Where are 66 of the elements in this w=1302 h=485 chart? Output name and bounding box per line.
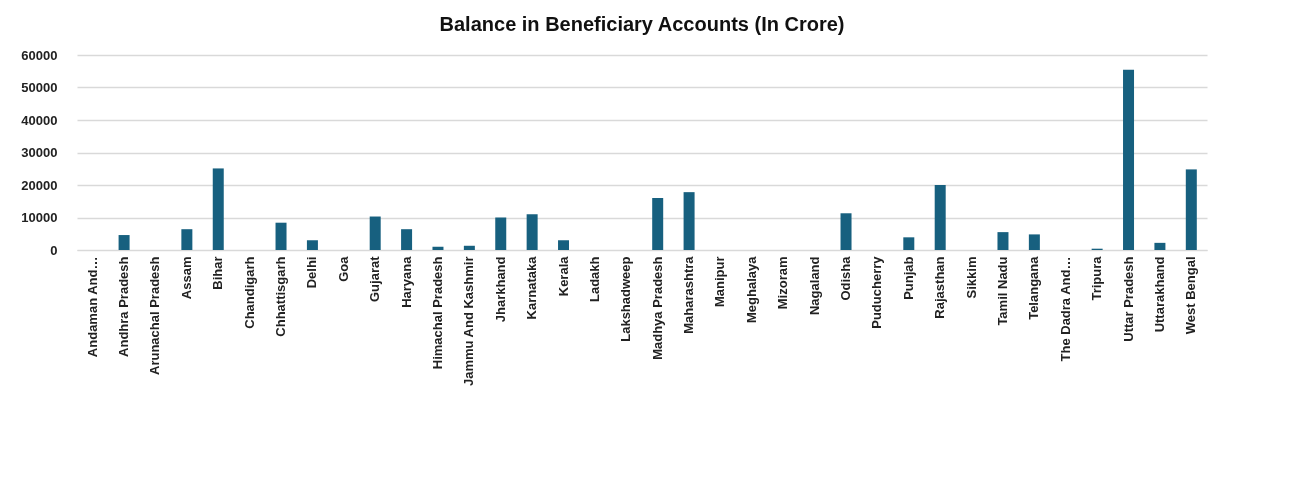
y-tick-label: 30000 [21, 145, 58, 160]
y-tick-label: 20000 [21, 177, 58, 193]
x-tick-label: Lakshadweep [618, 256, 634, 342]
x-tick-label: Assam [178, 256, 194, 300]
bar [1028, 234, 1040, 250]
x-tick-label: Rajasthan [932, 256, 948, 319]
x-tick-label: Goa [335, 255, 351, 282]
x-tick-label: Sikkim [963, 256, 979, 299]
bar [840, 213, 852, 250]
bar [903, 237, 915, 250]
y-tick-label: 50000 [21, 80, 58, 95]
bar [463, 245, 475, 250]
x-tick-label: Kerala [555, 255, 571, 297]
bar [275, 222, 287, 250]
x-tick-label: Manipur [712, 256, 728, 308]
bar [495, 217, 507, 250]
x-tick-label: Andhra Pradesh [116, 256, 132, 357]
y-tick-label: 60000 [21, 47, 58, 63]
x-tick-label: Haryana [398, 255, 414, 308]
x-tick-label: Nagaland [806, 256, 822, 316]
x-tick-label: Jharkhand [492, 256, 508, 323]
x-tick-label: Arunachal Pradesh [147, 256, 163, 375]
x-tick-label: Gujarat [367, 255, 383, 303]
bar [401, 229, 413, 250]
x-tick-label: Maharashtra [681, 255, 697, 334]
bar [432, 246, 444, 250]
x-tick-label: Chhattisgarh [273, 256, 289, 337]
x-tick-label: Tamil Nadu [994, 256, 1010, 326]
bar [181, 229, 193, 250]
x-tick-label: Jammu And Kashmir [461, 256, 477, 387]
x-tick-label: Andaman And… [84, 256, 100, 358]
bar [306, 240, 318, 250]
bar [1123, 69, 1135, 250]
bar [652, 198, 664, 250]
bar [118, 235, 130, 250]
x-tick-label: Tripura [1089, 255, 1105, 301]
y-tick-label: 40000 [21, 112, 58, 128]
y-tick-label: 0 [50, 242, 58, 258]
x-tick-label: Bihar [210, 256, 226, 290]
x-tick-label: Himachal Pradesh [429, 256, 445, 370]
bar [683, 192, 695, 250]
y-tick-label: 10000 [21, 210, 58, 225]
x-tick-label: Mizoram [775, 256, 791, 310]
x-tick-label: Telangana [1026, 255, 1042, 320]
x-tick-label: Puducherry [869, 255, 885, 329]
x-tick-label: Ladakh [586, 256, 602, 303]
bar [1154, 242, 1166, 250]
x-tick-label: Delhi [304, 256, 320, 289]
chart-title: Balance in Beneficiary Accounts (In Crore) [439, 13, 845, 35]
x-tick-label: Meghalaya [743, 255, 759, 323]
x-tick-label: The Dadra And… [1057, 256, 1073, 362]
bar [934, 185, 946, 250]
x-tick-label: Uttarakhand [1151, 256, 1167, 333]
x-tick-label: Karnataka [524, 255, 540, 320]
x-tick-label: West Bengal [1183, 256, 1199, 335]
x-tick-label: Punjab [900, 256, 916, 300]
bar [369, 216, 381, 250]
bar [997, 232, 1009, 250]
x-tick-label: Chandigarh [241, 256, 257, 329]
x-tick-label: Odisha [838, 255, 854, 301]
x-tick-label: Uttar Pradesh [1120, 256, 1136, 342]
x-tick-label: Madhya Pradesh [649, 256, 665, 360]
bar [1185, 169, 1197, 250]
bar [558, 240, 570, 250]
bar [526, 214, 538, 250]
bar [212, 168, 224, 250]
